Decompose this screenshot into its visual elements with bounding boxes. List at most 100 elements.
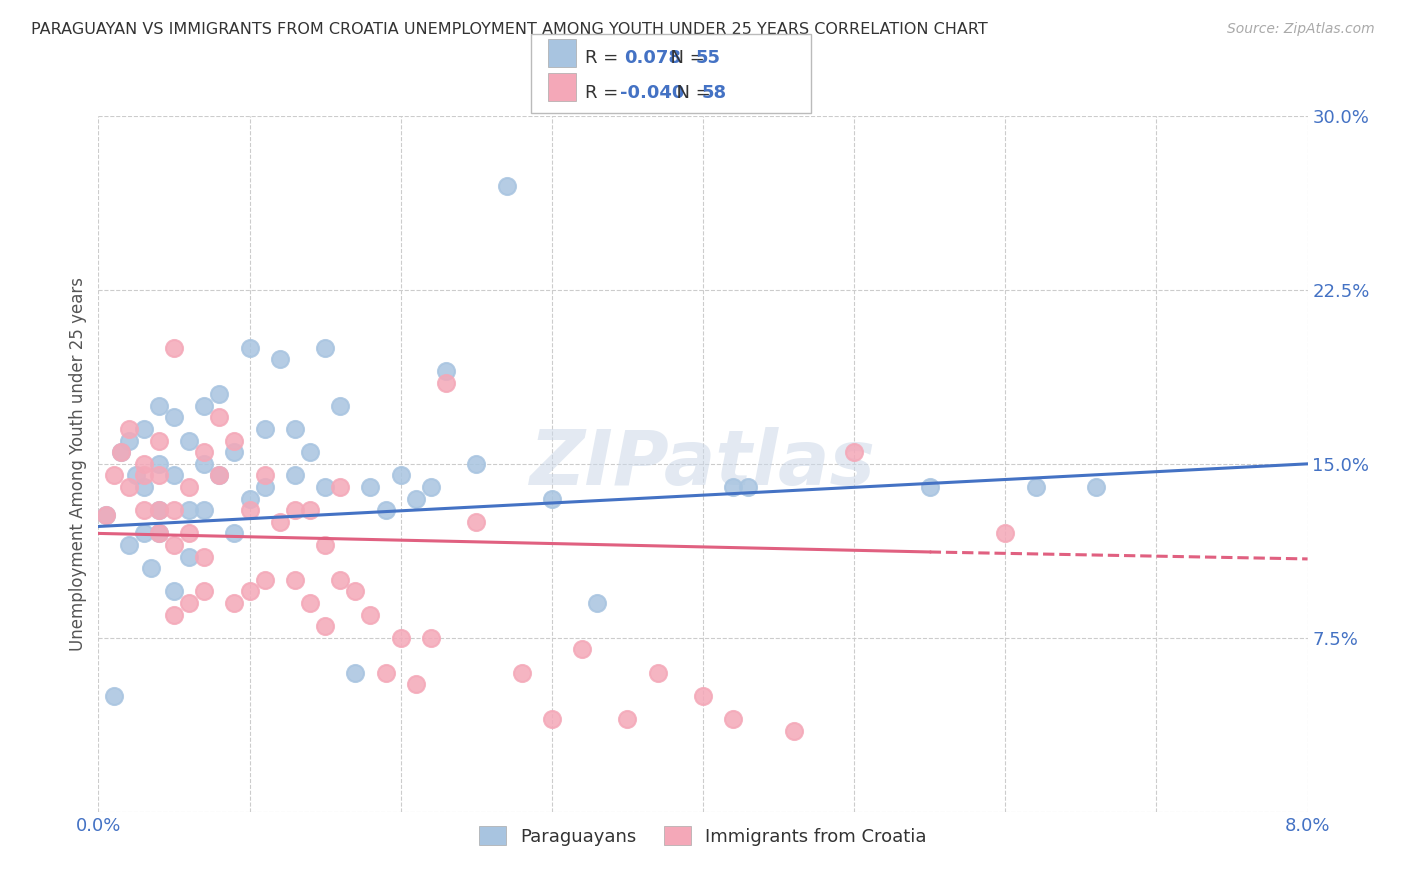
Text: N =: N = [659, 49, 711, 68]
Point [299, 503, 322, 517]
Point [94, 508, 117, 522]
Point [132, 468, 155, 483]
Point [132, 422, 155, 436]
Point [616, 712, 638, 726]
Point [148, 503, 170, 517]
Text: ZIPatlas: ZIPatlas [530, 427, 876, 500]
Point [179, 549, 201, 564]
Point [208, 468, 231, 483]
Point [329, 573, 352, 587]
Point [163, 410, 186, 425]
Point [783, 723, 806, 738]
Point [224, 434, 246, 448]
Point [918, 480, 941, 494]
Point [239, 341, 262, 355]
Text: R =: R = [585, 49, 630, 68]
Point [132, 457, 155, 471]
Point [239, 584, 262, 599]
Text: Source: ZipAtlas.com: Source: ZipAtlas.com [1227, 22, 1375, 37]
Point [239, 491, 262, 506]
Legend: Paraguayans, Immigrants from Croatia: Paraguayans, Immigrants from Croatia [470, 817, 936, 855]
Point [495, 178, 517, 193]
Point [389, 631, 412, 645]
Point [571, 642, 593, 657]
Point [329, 480, 352, 494]
Text: N =: N = [665, 84, 717, 102]
Point [284, 422, 307, 436]
Point [163, 341, 186, 355]
Y-axis label: Unemployment Among Youth under 25 years: Unemployment Among Youth under 25 years [69, 277, 87, 651]
Point [193, 503, 215, 517]
Point [844, 445, 866, 459]
Point [163, 538, 186, 552]
Point [253, 422, 276, 436]
Point [148, 526, 170, 541]
Point [465, 515, 488, 529]
Point [193, 584, 215, 599]
Point [148, 457, 170, 471]
Point [132, 526, 155, 541]
Point [94, 508, 117, 522]
Point [434, 376, 457, 390]
Point [224, 596, 246, 610]
Point [269, 352, 291, 367]
Point [148, 434, 170, 448]
Point [540, 491, 562, 506]
Point [737, 480, 759, 494]
Point [253, 480, 276, 494]
Point [179, 480, 201, 494]
Point [118, 538, 141, 552]
Point [148, 526, 170, 541]
Point [118, 422, 141, 436]
Text: 58: 58 [702, 84, 727, 102]
Point [224, 526, 246, 541]
Point [148, 468, 170, 483]
Point [314, 538, 336, 552]
Point [329, 399, 352, 413]
Point [344, 584, 367, 599]
Point [208, 468, 231, 483]
Text: PARAGUAYAN VS IMMIGRANTS FROM CROATIA UNEMPLOYMENT AMONG YOUTH UNDER 25 YEARS CO: PARAGUAYAN VS IMMIGRANTS FROM CROATIA UN… [31, 22, 987, 37]
Point [269, 515, 291, 529]
Point [586, 596, 609, 610]
Point [253, 573, 276, 587]
Text: R =: R = [585, 84, 624, 102]
Text: 55: 55 [696, 49, 721, 68]
Point [208, 410, 231, 425]
Point [148, 399, 170, 413]
Point [405, 491, 427, 506]
Point [179, 596, 201, 610]
Point [389, 468, 412, 483]
Point [405, 677, 427, 691]
Point [253, 468, 276, 483]
Point [103, 468, 125, 483]
Point [239, 503, 262, 517]
Point [193, 399, 215, 413]
Point [1085, 480, 1108, 494]
Point [692, 689, 714, 703]
Point [163, 584, 186, 599]
Point [994, 526, 1017, 541]
Point [314, 341, 336, 355]
Point [179, 526, 201, 541]
Point [540, 712, 562, 726]
Point [1025, 480, 1047, 494]
Point [103, 689, 125, 703]
Point [299, 596, 322, 610]
Point [374, 665, 396, 680]
Point [110, 445, 132, 459]
Point [344, 665, 367, 680]
Point [284, 573, 307, 587]
Point [125, 468, 148, 483]
Point [420, 631, 443, 645]
Point [647, 665, 669, 680]
Text: -0.040: -0.040 [620, 84, 685, 102]
Point [118, 434, 141, 448]
Point [208, 387, 231, 401]
Point [284, 468, 307, 483]
Text: 0.078: 0.078 [624, 49, 682, 68]
Point [314, 619, 336, 633]
Point [420, 480, 443, 494]
Point [163, 503, 186, 517]
Point [193, 549, 215, 564]
